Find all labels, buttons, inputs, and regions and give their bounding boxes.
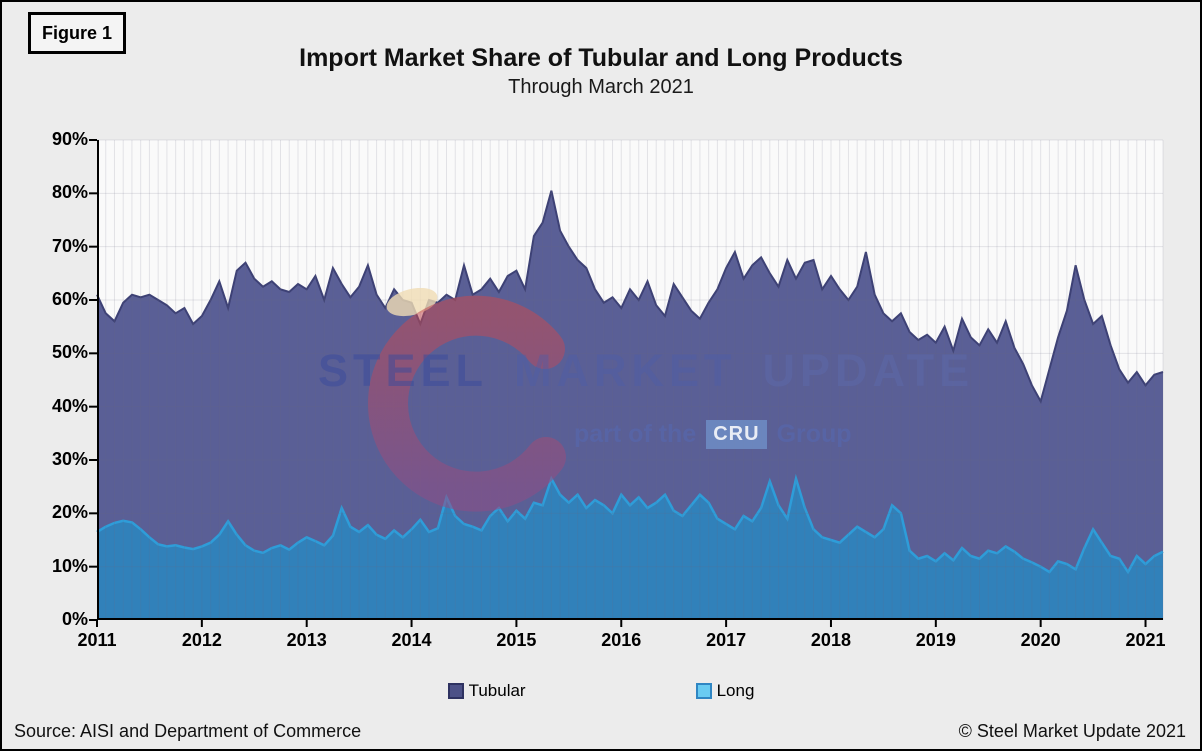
- y-axis-label: 10%: [51, 555, 88, 576]
- chart-title: Import Market Share of Tubular and Long …: [299, 44, 903, 72]
- y-axis-label: 90%: [51, 129, 88, 149]
- legend: Tubular Long: [0, 681, 1202, 701]
- x-axis-label: 2011: [77, 630, 117, 650]
- long-swatch-icon: [695, 683, 712, 699]
- legend-label-tubular: Tubular: [468, 681, 526, 700]
- y-axis-label: 70%: [51, 235, 88, 256]
- copyright-note: © Steel Market Update 2021: [958, 721, 1186, 741]
- legend-label-long: Long: [716, 681, 755, 700]
- x-axis-label: 2020: [1020, 630, 1061, 650]
- source-note: Source: AISI and Department of Commerce: [14, 721, 362, 741]
- legend-item-long: Long: [695, 681, 755, 701]
- x-axis-label: 2012: [181, 630, 222, 650]
- y-axis-label: 0%: [61, 609, 88, 629]
- x-axis-label: 2017: [706, 630, 747, 650]
- stacked-area-plot: [89, 139, 1164, 627]
- tubular-swatch-icon: [447, 683, 464, 699]
- y-axis-label: 40%: [51, 395, 88, 416]
- x-axis-label: 2019: [915, 630, 956, 650]
- x-axis-label: 2021: [1125, 630, 1166, 650]
- y-axis-label: 60%: [51, 289, 88, 309]
- long-area: [97, 478, 1163, 620]
- y-axis-label: 50%: [51, 342, 88, 363]
- x-axis-label: 2016: [601, 630, 642, 650]
- y-axis-label: 30%: [51, 449, 88, 469]
- chart-subtitle: Through March 2021: [508, 76, 694, 98]
- legend-item-tubular: Tubular: [447, 681, 526, 701]
- x-axis-label: 2013: [286, 630, 327, 650]
- figure-label: Figure 1: [28, 12, 126, 54]
- x-axis-label: 2014: [391, 630, 432, 650]
- x-axis-label: 2018: [810, 630, 851, 650]
- y-axis-label: 80%: [51, 182, 88, 203]
- x-axis-label: 2015: [496, 630, 537, 650]
- y-axis-label: 20%: [51, 502, 88, 523]
